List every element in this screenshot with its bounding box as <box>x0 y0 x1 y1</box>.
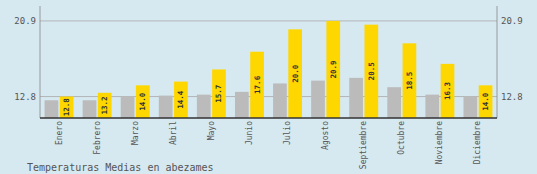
bar <box>349 78 363 118</box>
data-label: 15.7 <box>214 85 223 103</box>
data-label: 20.9 <box>329 60 338 79</box>
x-tick-label: Diciembre <box>473 121 482 165</box>
data-label: 17.6 <box>253 75 262 94</box>
y-tick-label: 12.8 <box>14 92 36 102</box>
data-label: 13.2 <box>100 96 109 114</box>
bar <box>98 93 112 118</box>
x-tick-label: Julio <box>283 121 292 145</box>
data-label: 20.0 <box>291 64 300 83</box>
x-axis-line <box>40 117 497 119</box>
bar <box>121 97 135 118</box>
bar <box>60 97 74 118</box>
x-tick-label: Enero <box>55 121 64 145</box>
bar <box>425 95 439 118</box>
bar <box>288 29 302 118</box>
y2-axis-line <box>497 6 498 118</box>
bar <box>479 85 493 118</box>
bar <box>235 92 249 118</box>
x-tick-label: Septiembre <box>359 121 368 169</box>
grid-line <box>40 20 497 21</box>
x-tick-label: Agosto <box>321 121 330 150</box>
data-label: 14.4 <box>176 90 185 109</box>
bar <box>403 43 417 118</box>
bar <box>311 81 325 118</box>
x-tick-label: Abril <box>169 121 178 145</box>
data-label: 14.0 <box>481 92 490 111</box>
bar <box>174 82 188 118</box>
chart: 12.8 13.2 14.0 14.4 15.7 17.6 20.0 20.9 20.5 18.5… <box>0 0 537 174</box>
bar <box>45 100 59 118</box>
data-label: 14.0 <box>138 92 147 111</box>
x-tick-label: Octubre <box>397 121 406 155</box>
bar <box>441 64 455 118</box>
bar <box>212 69 226 118</box>
bar <box>364 25 378 118</box>
x-tick-label: Febrero <box>93 121 102 155</box>
data-label: 12.8 <box>62 98 71 117</box>
bar <box>136 85 150 118</box>
x-tick-label: Noviembre <box>435 121 444 165</box>
y2-tick-label: 12.8 <box>501 92 523 102</box>
y2-tick-label: 20.9 <box>501 16 523 26</box>
bar <box>159 96 173 118</box>
data-label: 18.5 <box>405 72 414 90</box>
bar <box>250 52 264 118</box>
x-tick-label: Mayo <box>207 121 216 140</box>
bar <box>83 100 97 118</box>
x-tick-label: Junio <box>245 121 254 145</box>
bar <box>273 83 287 118</box>
y-axis-line <box>40 6 41 118</box>
bars <box>45 21 493 118</box>
bar <box>326 21 340 118</box>
x-tick-label: Marzo <box>131 121 140 145</box>
y-tick-label: 20.9 <box>14 16 36 26</box>
title: Temperaturas Medias en abezames <box>27 162 214 173</box>
data-label: 16.3 <box>443 81 452 100</box>
background <box>0 0 537 174</box>
bar <box>387 87 401 118</box>
data-label: 20.5 <box>367 62 376 80</box>
bar <box>463 97 477 118</box>
bar <box>197 95 211 118</box>
